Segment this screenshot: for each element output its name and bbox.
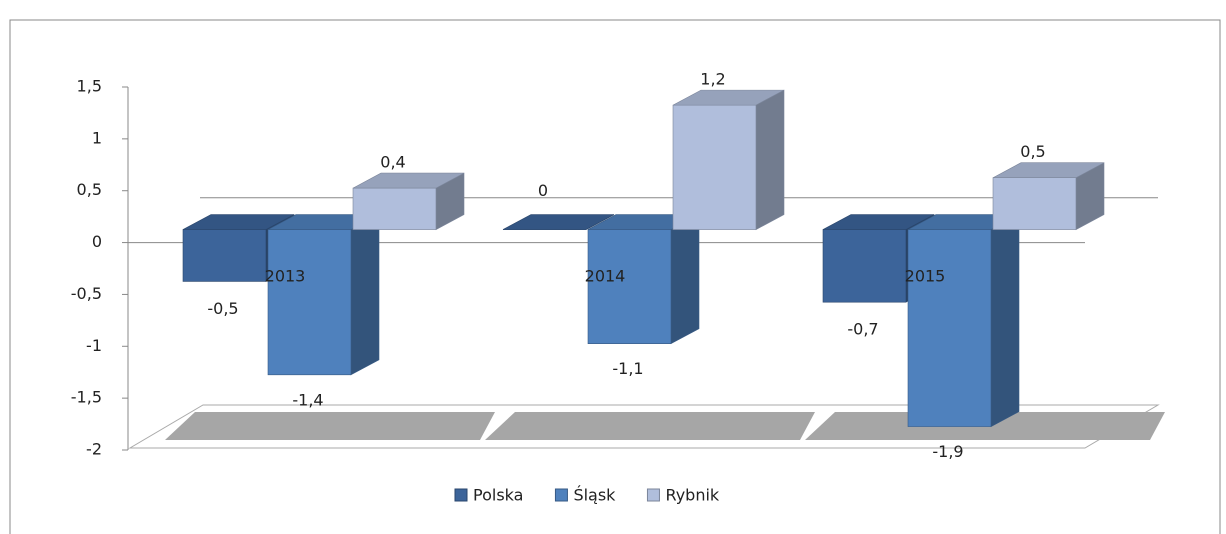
- bar-front: [992, 177, 1077, 230]
- floor-band: [485, 412, 815, 440]
- bar: [672, 89, 785, 231]
- bar-side: [990, 214, 1020, 428]
- y-tick-label: -1: [86, 336, 102, 355]
- y-tick-label: 0: [92, 232, 102, 251]
- floor-band: [165, 412, 495, 440]
- bar-front: [267, 229, 352, 376]
- y-tick-label: -0,5: [71, 284, 102, 303]
- bar: [502, 214, 615, 230]
- value-label: 0,5: [1020, 142, 1045, 161]
- value-label: 0: [538, 181, 548, 200]
- legend-swatch: [454, 488, 468, 502]
- y-tick-label: -2: [86, 440, 102, 459]
- legend-swatch: [554, 488, 568, 502]
- bar-top: [992, 162, 1105, 179]
- value-label: -1,4: [292, 390, 323, 409]
- x-tick-label: 2014: [585, 267, 626, 286]
- x-tick-label: 2015: [905, 267, 946, 286]
- bar: [352, 172, 465, 231]
- bar-front: [352, 187, 437, 230]
- bar-side: [755, 89, 785, 231]
- legend-swatch: [646, 488, 660, 502]
- y-tick-label: 1: [92, 128, 102, 147]
- value-label: -1,9: [932, 442, 963, 461]
- y-tick-label: -1,5: [71, 388, 102, 407]
- bar-front: [907, 229, 992, 427]
- value-label: 0,4: [380, 153, 405, 172]
- bar-side: [670, 214, 700, 345]
- bar: [587, 214, 700, 345]
- bar: [267, 214, 380, 376]
- bar-top: [182, 214, 295, 230]
- y-tick-label: 0,5: [77, 180, 102, 199]
- bar-top: [822, 214, 935, 230]
- bar-top: [502, 214, 615, 230]
- x-tick-label: 2013: [265, 267, 306, 286]
- bar-front: [672, 104, 757, 230]
- legend-label: Rybnik: [665, 486, 719, 505]
- value-label: -1,1: [612, 359, 643, 378]
- bar-side: [350, 214, 380, 376]
- value-label: -0,7: [847, 320, 878, 339]
- bar-top: [672, 89, 785, 106]
- y-tick-label: 1,5: [77, 77, 102, 96]
- bar-front: [182, 229, 267, 282]
- bar: [907, 214, 1020, 428]
- frame: [9, 19, 1221, 534]
- legend-label: Śląsk: [573, 486, 616, 505]
- bar-front: [822, 229, 907, 303]
- bar-front: [587, 229, 672, 344]
- legend-label: Polska: [473, 486, 523, 505]
- bar: [992, 162, 1105, 231]
- value-label: 1,2: [700, 70, 725, 89]
- bar-top: [352, 172, 465, 189]
- value-label: -0,5: [207, 299, 238, 318]
